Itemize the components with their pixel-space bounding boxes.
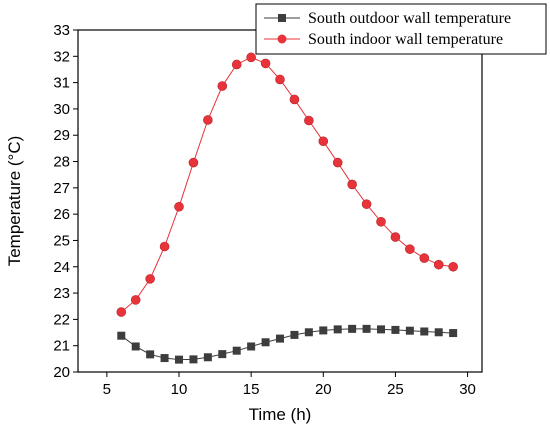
series-line-1	[120, 56, 454, 313]
data-point-circle	[361, 199, 372, 209]
data-point-circle	[448, 261, 458, 272]
data-point-circle	[318, 136, 329, 147]
data-point-circle	[188, 157, 199, 168]
data-point-square	[175, 355, 183, 364]
data-point-square	[160, 354, 169, 363]
y-tick-label: 24	[53, 259, 70, 276]
legend-label: South indoor wall temperature	[308, 31, 503, 48]
y-tick-label: 32	[53, 48, 70, 65]
data-point-square	[304, 328, 313, 337]
y-tick-label: 27	[53, 180, 70, 197]
data-point-circle	[246, 52, 256, 63]
data-point-circle	[231, 59, 242, 70]
data-point-circle	[433, 259, 444, 270]
data-point-circle	[289, 94, 300, 105]
data-point-circle	[332, 157, 343, 168]
y-tick-label: 20	[53, 364, 70, 381]
y-tick-label: 22	[53, 311, 70, 328]
data-point-circle	[116, 307, 127, 317]
data-point-square	[203, 353, 212, 362]
data-point-square	[420, 327, 429, 336]
data-point-square	[333, 325, 342, 334]
data-point-square	[117, 331, 126, 340]
data-point-circle	[217, 81, 228, 91]
y-tick-label: 31	[53, 75, 70, 92]
y-tick-label: 26	[53, 206, 70, 223]
x-axis-ticks: 5 10 15 20 25 30	[103, 372, 476, 398]
data-point-circle	[159, 241, 170, 252]
y-axis-title: Temperature (°C)	[5, 136, 24, 267]
data-point-circle	[130, 295, 141, 305]
series-lines	[120, 56, 454, 361]
legend-label: South outdoor wall temperature	[308, 10, 511, 27]
data-point-circle	[260, 58, 271, 69]
data-point-square	[434, 328, 443, 337]
legend-box	[255, 3, 547, 55]
data-point-square	[247, 342, 256, 351]
x-tick-label: 20	[315, 381, 332, 398]
y-tick-label: 30	[53, 101, 70, 118]
data-point-square	[377, 325, 385, 334]
data-point-circle	[304, 115, 314, 126]
data-point-circle	[275, 74, 285, 85]
data-point-square	[405, 326, 414, 335]
x-tick-label: 5	[103, 381, 111, 398]
legend: South outdoor wall temperature South indo…	[255, 3, 547, 55]
data-point-circle	[419, 253, 430, 263]
data-point-square	[290, 330, 299, 339]
y-tick-label: 33	[53, 22, 70, 39]
y-tick-label: 23	[53, 285, 70, 302]
y-axis-ticks: 20 21 22 23 24 25 26 27 28 29 30 31 32 33	[53, 22, 78, 381]
data-point-circle	[405, 244, 415, 254]
data-point-square	[276, 334, 284, 343]
y-tick-label: 28	[53, 154, 70, 171]
data-point-square	[131, 342, 140, 351]
series-line-0	[120, 328, 454, 361]
x-axis-title: Time (h)	[249, 405, 312, 424]
y-tick-label: 21	[53, 338, 70, 355]
data-point-square	[146, 350, 155, 359]
data-point-square	[362, 324, 371, 333]
x-tick-label: 15	[243, 381, 260, 398]
data-point-circle	[347, 179, 357, 190]
data-point-square	[189, 355, 198, 364]
x-tick-label: 30	[459, 381, 476, 398]
x-tick-label: 25	[387, 381, 404, 398]
data-point-square	[449, 329, 458, 338]
data-point-square	[348, 324, 357, 333]
data-point-circle	[376, 216, 386, 227]
data-point-square	[319, 326, 328, 335]
data-point-square	[391, 325, 400, 334]
series-markers	[116, 52, 458, 364]
x-tick-label: 10	[171, 381, 188, 398]
data-point-square	[261, 338, 270, 347]
data-point-square	[232, 346, 241, 355]
data-point-circle	[390, 232, 401, 242]
data-point-square	[218, 350, 227, 359]
legend-marker-square	[278, 14, 286, 22]
data-point-circle	[174, 201, 184, 212]
data-point-circle	[145, 274, 155, 284]
y-tick-label: 25	[53, 232, 70, 249]
data-point-circle	[203, 115, 213, 125]
y-tick-label: 29	[53, 127, 70, 144]
legend-marker-circle	[277, 34, 287, 44]
